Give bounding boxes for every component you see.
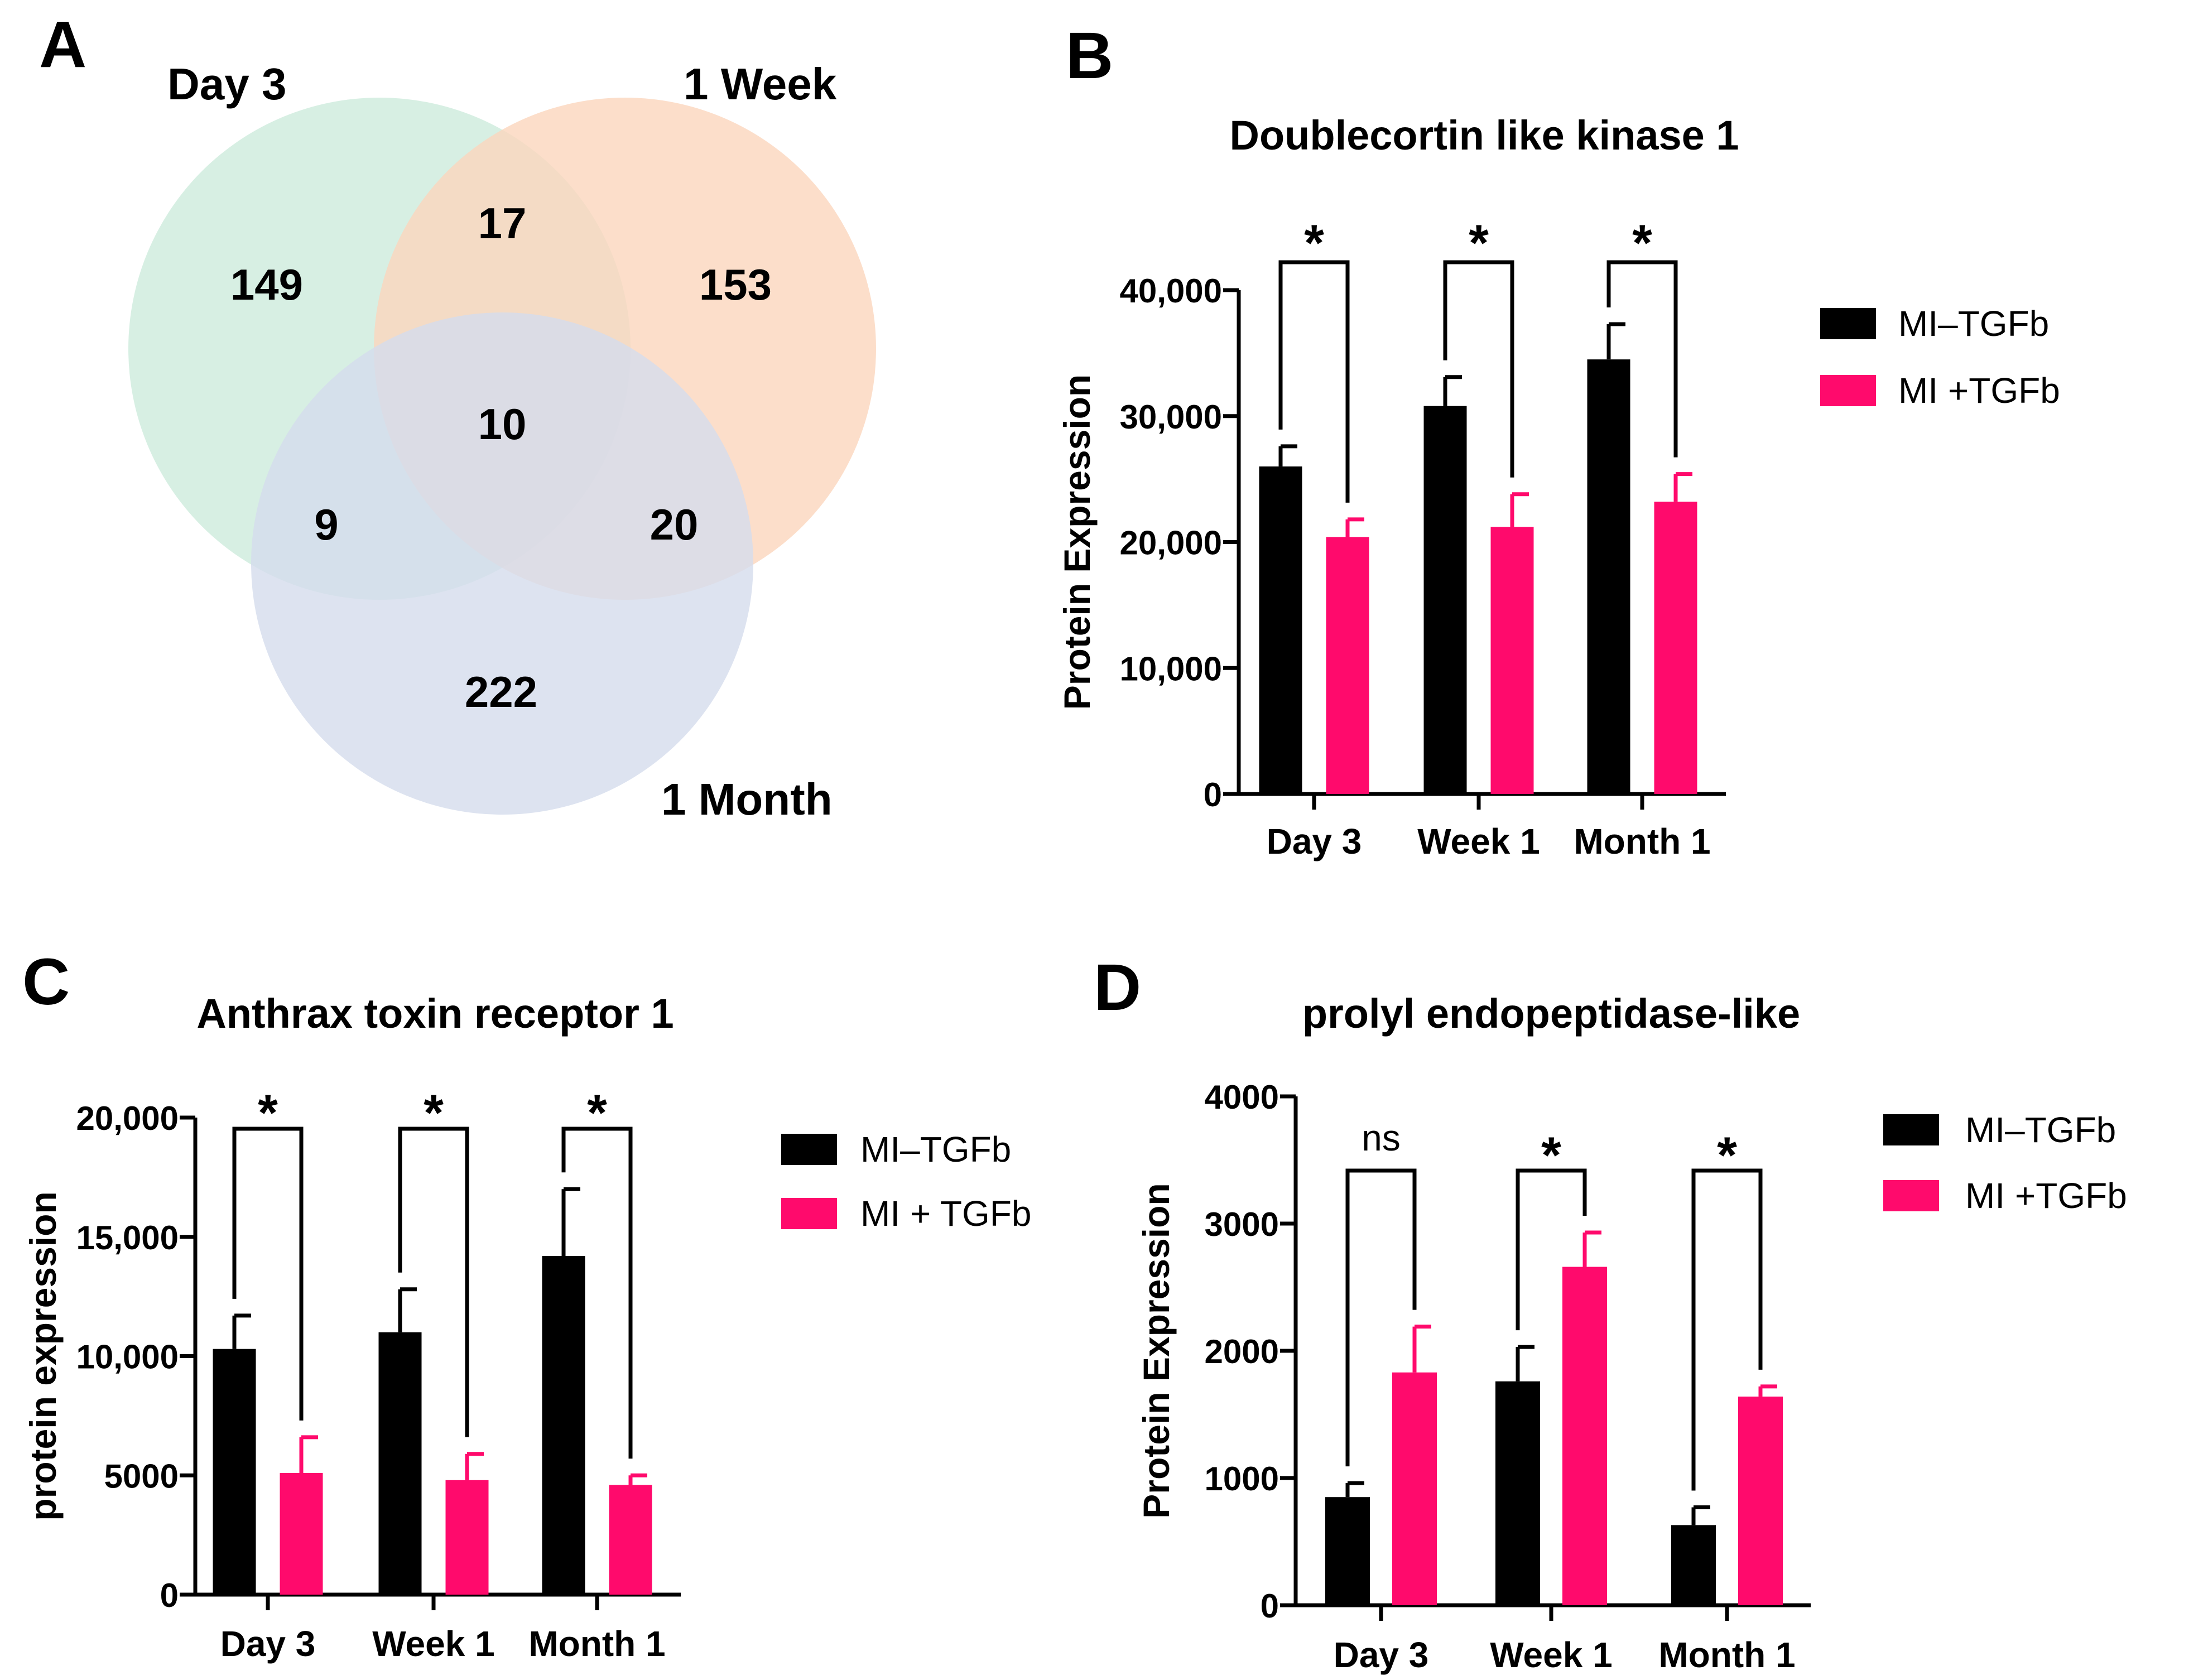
bar-mi-plus-tgfb xyxy=(609,1485,652,1595)
venn-count-all: 10 xyxy=(478,399,527,449)
venn-count-week1-only: 153 xyxy=(699,260,772,309)
significance-label: * xyxy=(1469,215,1489,272)
y-axis-label: Protein Expression xyxy=(1056,374,1098,710)
chart-anthrax-toxin-receptor-1: Anthrax toxin receptor 1 protein expressi… xyxy=(22,990,1031,1664)
chart-title: Doublecortin like kinase 1 xyxy=(1230,112,1739,158)
bar-mi-minus-tgfb xyxy=(542,1255,585,1595)
x-tick-label: Month 1 xyxy=(1574,821,1710,861)
x-tick-label: Day 3 xyxy=(1267,821,1362,861)
bar-mi-plus-tgfb xyxy=(1326,537,1369,794)
significance-label: * xyxy=(587,1085,607,1142)
significance-label: * xyxy=(424,1085,444,1142)
x-tick-label: Day 3 xyxy=(1334,1635,1429,1675)
significance-label: * xyxy=(1304,215,1324,272)
bar-mi-minus-tgfb xyxy=(1495,1381,1540,1605)
chart-doublecortin-like-kinase-1: Doublecortin like kinase 1 Protein Expres… xyxy=(1056,112,2060,861)
significance-bracket xyxy=(1516,1168,1587,1331)
bar-mi-minus-tgfb xyxy=(1423,406,1467,794)
venn-count-day3-week1: 17 xyxy=(478,199,527,248)
y-tick-label: 20,000 xyxy=(76,1100,179,1137)
chart-title: prolyl endopeptidase-like xyxy=(1302,990,1800,1037)
bar-mi-minus-tgfb xyxy=(213,1349,256,1595)
y-tick-label: 30,000 xyxy=(1119,398,1222,436)
y-tick-label: 1000 xyxy=(1205,1460,1279,1498)
y-tick-label: 0 xyxy=(1204,776,1222,813)
legend-swatch xyxy=(781,1198,837,1229)
bar-mi-plus-tgfb xyxy=(1654,502,1697,794)
panel-letter-b: B xyxy=(1066,19,1113,93)
chart-title: Anthrax toxin receptor 1 xyxy=(196,990,674,1037)
y-tick-label: 10,000 xyxy=(76,1339,179,1376)
venn-label-day3: Day 3 xyxy=(167,59,286,109)
significance-label: * xyxy=(1632,215,1652,272)
legend-swatch xyxy=(1883,1114,1939,1145)
legend-label: MI–TGFb xyxy=(1965,1110,2116,1150)
panel-letter-d: D xyxy=(1094,951,1141,1024)
bar-mi-plus-tgfb xyxy=(1392,1372,1437,1605)
significance-bracket xyxy=(398,1127,469,1437)
significance-bracket xyxy=(561,1127,633,1459)
y-axis-label: protein expression xyxy=(22,1191,64,1521)
venn-diagram: Day 3 1 Week 1 Month 149 153 222 17 9 20… xyxy=(128,59,876,824)
significance-label: * xyxy=(1541,1127,1561,1184)
significance-bracket xyxy=(1443,260,1514,478)
bar-mi-minus-tgfb xyxy=(1325,1497,1370,1605)
legend-swatch xyxy=(1820,375,1876,406)
significance-bracket xyxy=(1606,260,1678,458)
bar-mi-plus-tgfb xyxy=(445,1480,489,1595)
bar-mi-plus-tgfb xyxy=(1738,1397,1783,1605)
bar-mi-minus-tgfb xyxy=(1587,359,1630,794)
y-tick-label: 0 xyxy=(160,1577,179,1614)
bar-mi-minus-tgfb xyxy=(1671,1525,1716,1605)
legend-label: MI + TGFb xyxy=(860,1193,1031,1234)
legend-swatch xyxy=(1883,1180,1939,1211)
y-tick-label: 10,000 xyxy=(1119,650,1222,687)
bar-mi-minus-tgfb xyxy=(1259,466,1302,794)
y-tick-label: 4000 xyxy=(1205,1079,1279,1116)
legend-swatch xyxy=(781,1134,837,1165)
y-tick-label: 20,000 xyxy=(1119,524,1222,562)
legend-label: MI +TGFb xyxy=(1898,370,2060,411)
y-tick-label: 5000 xyxy=(104,1457,179,1495)
significance-label: * xyxy=(1717,1127,1737,1184)
legend-label: MI–TGFb xyxy=(1898,304,2049,344)
y-tick-label: 3000 xyxy=(1205,1206,1279,1243)
bar-mi-plus-tgfb xyxy=(1562,1267,1607,1605)
bar-mi-minus-tgfb xyxy=(378,1332,422,1595)
venn-count-day3-month1: 9 xyxy=(314,500,338,549)
x-tick-label: Month 1 xyxy=(528,1624,665,1664)
chart-prolyl-endopeptidase-like: prolyl endopeptidase-like Protein Express… xyxy=(1136,990,2127,1675)
y-tick-label: 15,000 xyxy=(76,1219,179,1257)
significance-bracket xyxy=(232,1127,304,1421)
y-tick-label: 40,000 xyxy=(1119,272,1222,310)
legend-label: MI–TGFb xyxy=(860,1129,1011,1169)
venn-circle-month1 xyxy=(251,312,753,815)
venn-label-month1: 1 Month xyxy=(661,774,833,824)
significance-bracket xyxy=(1278,260,1350,503)
y-tick-label: 2000 xyxy=(1205,1333,1279,1370)
bar-mi-plus-tgfb xyxy=(1490,527,1534,794)
x-tick-label: Month 1 xyxy=(1658,1635,1795,1675)
bar-mi-plus-tgfb xyxy=(280,1472,323,1595)
significance-label: ns xyxy=(1362,1117,1401,1158)
venn-label-week1: 1 Week xyxy=(684,59,837,109)
x-tick-label: Week 1 xyxy=(372,1624,494,1664)
x-tick-label: Week 1 xyxy=(1490,1635,1612,1675)
panel-letter-c: C xyxy=(22,945,70,1019)
y-tick-label: 0 xyxy=(1261,1587,1279,1625)
venn-count-day3-only: 149 xyxy=(230,260,303,309)
panel-letter-a: A xyxy=(39,8,86,81)
venn-count-month1-only: 222 xyxy=(465,667,537,716)
x-tick-label: Week 1 xyxy=(1417,821,1540,861)
significance-label: * xyxy=(258,1085,278,1142)
legend-swatch xyxy=(1820,308,1876,339)
x-tick-label: Day 3 xyxy=(220,1624,316,1664)
significance-bracket xyxy=(1691,1168,1763,1491)
significance-bracket xyxy=(1345,1168,1417,1467)
venn-count-week1-month1: 20 xyxy=(650,500,699,549)
legend-label: MI +TGFb xyxy=(1965,1176,2127,1216)
y-axis-label: Protein Expression xyxy=(1136,1183,1177,1519)
